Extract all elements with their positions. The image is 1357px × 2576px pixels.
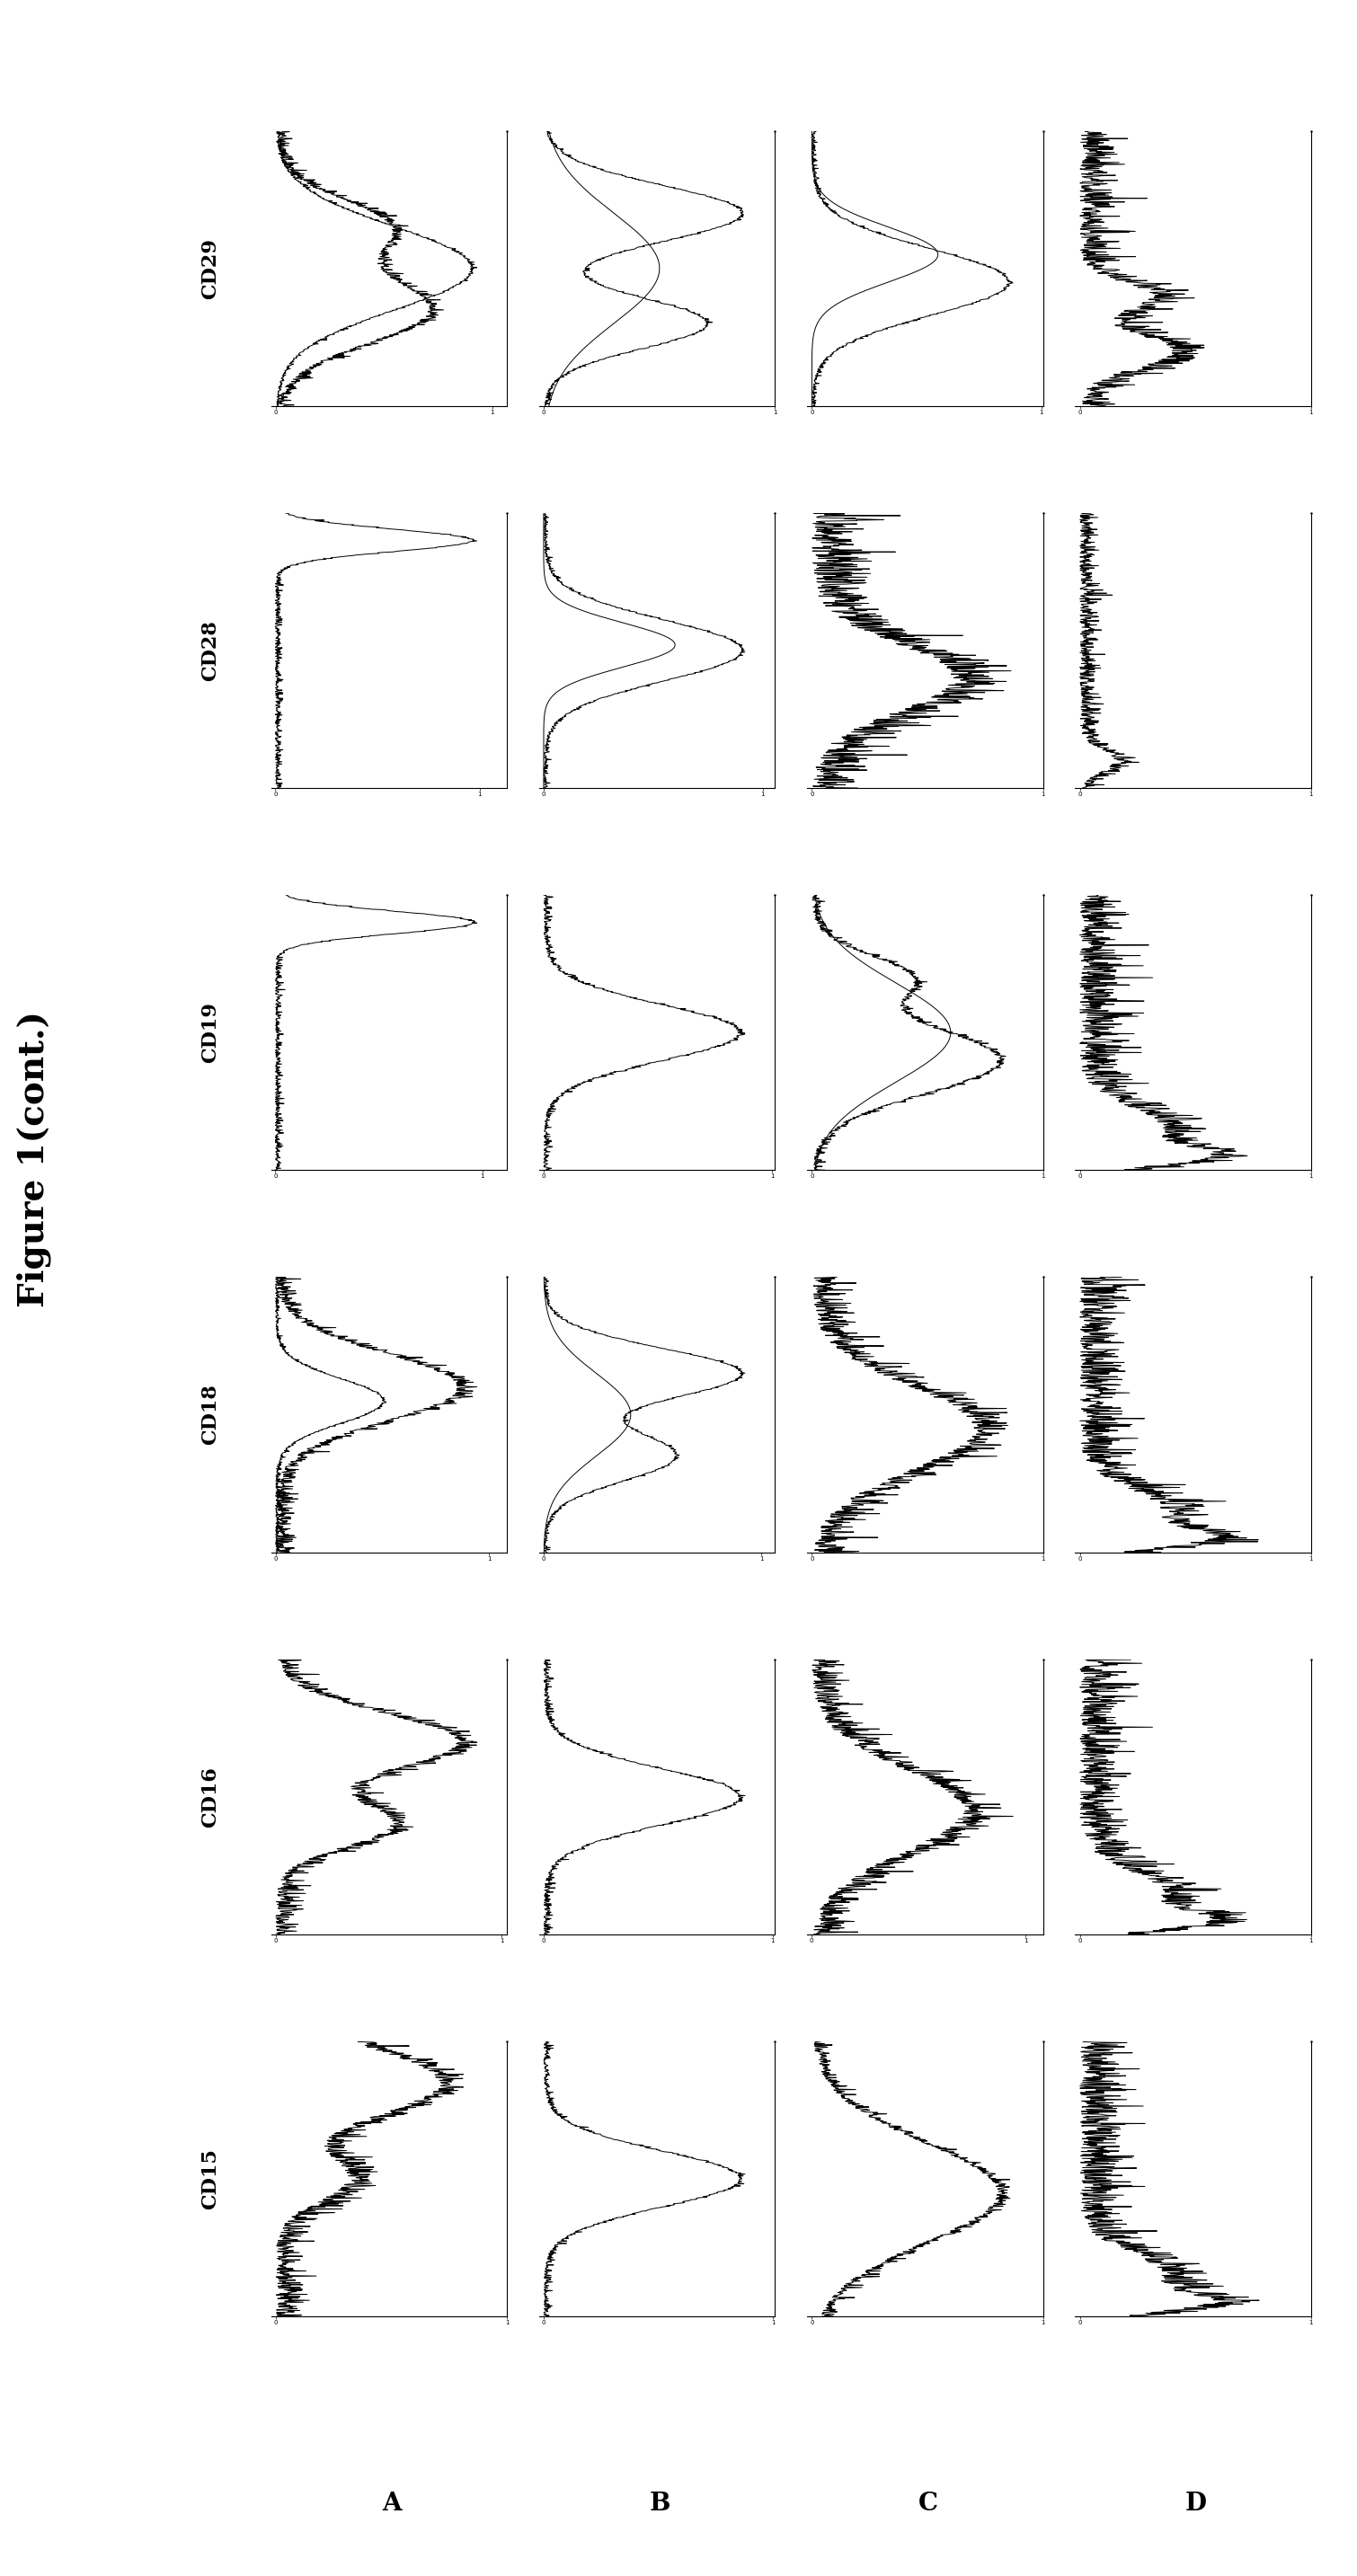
Text: CD16: CD16	[201, 1767, 220, 1826]
Text: D: D	[1185, 2491, 1206, 2517]
Text: CD15: CD15	[201, 2148, 220, 2210]
Text: Figure 1(cont.): Figure 1(cont.)	[16, 1010, 52, 1309]
Text: A: A	[383, 2491, 402, 2517]
Text: CD28: CD28	[201, 621, 220, 680]
Text: CD29: CD29	[201, 237, 220, 299]
Text: C: C	[917, 2491, 938, 2517]
Text: B: B	[650, 2491, 670, 2517]
Text: CD19: CD19	[201, 1002, 220, 1064]
Text: CD18: CD18	[201, 1383, 220, 1445]
